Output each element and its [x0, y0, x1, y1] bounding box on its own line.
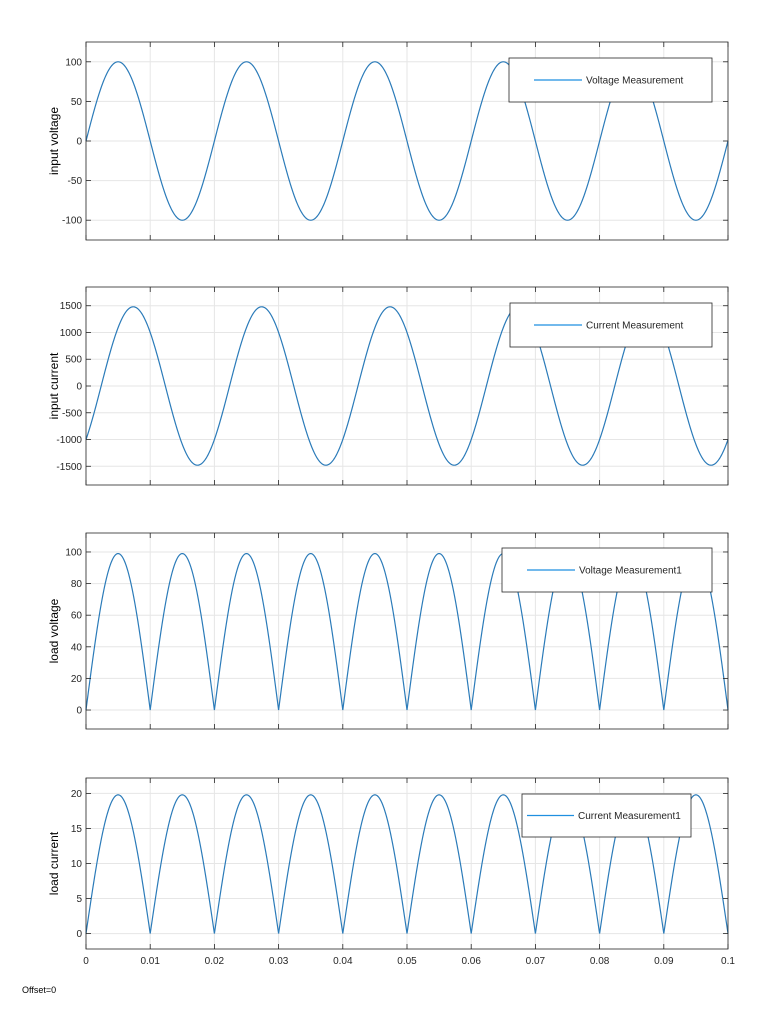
y-axis-label: load voltage [47, 598, 61, 663]
x-tick-label: 0.02 [205, 956, 225, 967]
y-tick-label: 0 [76, 137, 82, 148]
x-tick-label: 0.04 [333, 956, 353, 967]
y-tick-label: -1500 [56, 462, 82, 473]
y-tick-label: 0 [76, 706, 82, 717]
y-axis-label: input voltage [47, 107, 61, 175]
subplot-2: -1500 -1000 -500 0 500 1000 1500 input current C… [47, 286, 729, 486]
subplot-4: 0 5 10 15 20 0 0.01 0.02 0.03 0.04 0.05 0.06 0.07 0.0… [47, 777, 735, 967]
y-tick-label: 10 [71, 859, 83, 870]
tick-marks [85, 778, 729, 949]
x-tick-label: 0.08 [590, 956, 610, 967]
y-tick-label: 40 [71, 642, 83, 653]
y-tick-label: 20 [71, 789, 83, 800]
y-tick-label: 500 [65, 355, 82, 366]
x-tick-label: 0.03 [269, 956, 289, 967]
y-tick-label: 100 [65, 57, 82, 68]
legend-entry: Voltage Measurement [586, 76, 684, 87]
tick-marks [85, 287, 729, 485]
legend[interactable]: Voltage Measurement [508, 57, 713, 103]
y-tick-label: 50 [71, 97, 83, 108]
y-tick-label: -100 [62, 216, 82, 227]
legend-entry: Voltage Measurement1 [579, 566, 682, 577]
y-tick-label: 5 [76, 894, 82, 905]
y-tick-label: 100 [65, 547, 82, 558]
x-tick-label: 0 [83, 956, 89, 967]
x-tick-label: 0.1 [721, 956, 735, 967]
legend[interactable]: Voltage Measurement1 [501, 547, 713, 593]
y-tick-label: -500 [62, 408, 82, 419]
subplot-1: -100 -50 0 50 100 input voltage Voltage Measur… [47, 41, 729, 241]
x-tick-label: 0.07 [526, 956, 546, 967]
y-axis-label: input current [47, 352, 61, 419]
y-tick-label: 15 [71, 824, 83, 835]
x-tick-label: 0.06 [461, 956, 481, 967]
subplot-3: 0 20 40 60 80 100 load voltage Voltage Measurem… [47, 532, 729, 730]
y-tick-label: -1000 [56, 435, 82, 446]
y-tick-label: 80 [71, 579, 83, 590]
y-tick-label: 1500 [60, 301, 83, 312]
x-tick-label: 0.09 [654, 956, 674, 967]
offset-label: Offset=0 [22, 985, 57, 995]
x-tick-label: 0.01 [140, 956, 160, 967]
tick-marks [85, 533, 729, 729]
y-tick-label: 60 [71, 611, 83, 622]
y-axis-label: load current [47, 831, 61, 895]
y-tick-label: -50 [68, 176, 83, 187]
legend[interactable]: Current Measurement1 [521, 793, 692, 838]
y-tick-label: 1000 [60, 328, 83, 339]
legend-entry: Current Measurement [586, 321, 683, 332]
y-tick-label: 0 [76, 929, 82, 940]
y-tick-label: 20 [71, 674, 83, 685]
legend[interactable]: Current Measurement [509, 302, 713, 348]
legend-entry: Current Measurement1 [578, 811, 681, 822]
y-tick-label: 0 [76, 382, 82, 393]
x-tick-label: 0.05 [397, 956, 417, 967]
tick-marks [85, 42, 729, 240]
data-line [85, 306, 729, 466]
